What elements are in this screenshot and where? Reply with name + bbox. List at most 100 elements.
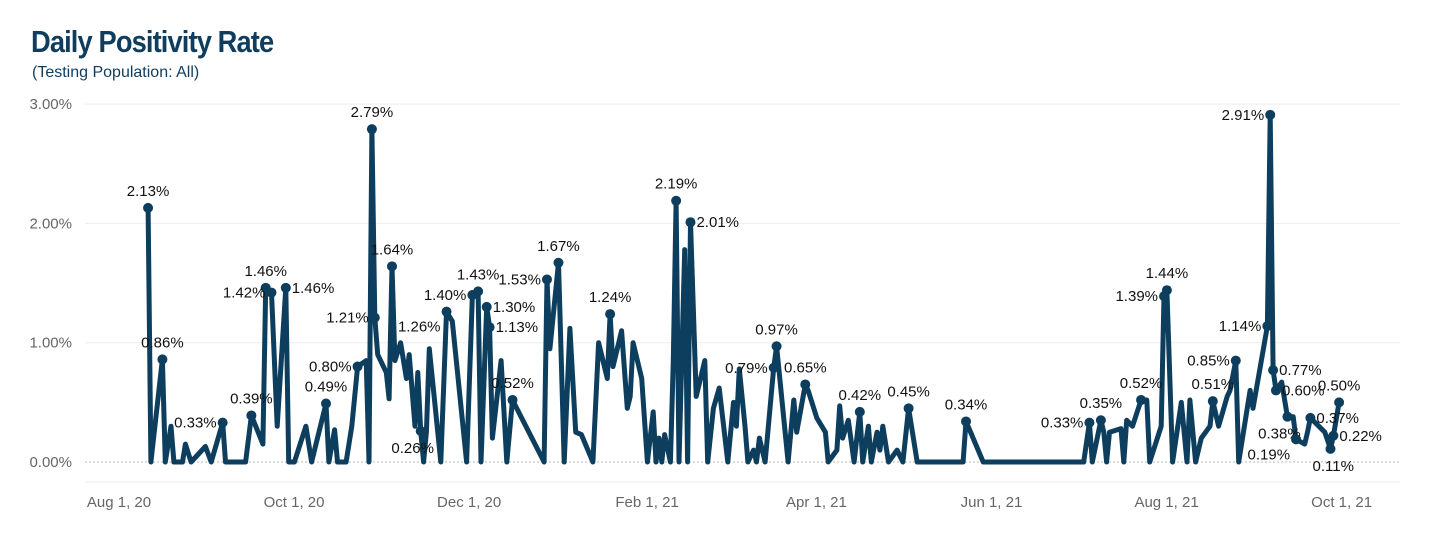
data-point [1328,430,1339,441]
data-label: 1.26% [398,319,441,336]
data-label: 1.67% [537,238,580,255]
data-point [961,416,971,427]
data-label: 0.86% [141,334,184,351]
data-label: 0.49% [305,379,348,396]
data-point [685,217,696,228]
x-tick-label: Oct 1, 21 [1311,494,1372,511]
data-label: 1.21% [326,310,369,327]
data-point [1230,355,1241,366]
data-label: 1.40% [424,287,467,304]
data-label: 0.97% [755,321,798,338]
data-label: 0.19% [1248,446,1291,463]
data-label: 0.50% [1318,377,1361,394]
data-point [1095,415,1106,426]
data-point [671,195,682,206]
data-label: 0.60% [1282,382,1325,399]
data-label: 0.34% [945,396,988,413]
x-tick-label: Apr 1, 21 [786,494,847,511]
y-tick-label: 0.00% [29,454,72,471]
data-point [903,403,914,414]
data-point [1161,285,1172,296]
data-point [157,354,168,365]
data-point [1334,397,1345,408]
data-point [507,394,518,405]
data-label: 0.85% [1187,353,1230,370]
data-label: 0.80% [309,359,352,376]
data-point [473,286,484,297]
data-point [800,379,811,390]
y-tick-label: 2.00% [29,215,72,232]
data-point [320,398,331,409]
x-tick-label: Feb 1, 21 [615,494,678,511]
x-tick-label: Aug 1, 21 [1134,494,1198,511]
data-point [1325,443,1336,454]
chart-title: Daily Positivity Rate [31,24,274,59]
data-point [1084,417,1095,428]
data-point [484,322,495,333]
data-label: 1.53% [498,271,541,288]
data-point [854,406,865,417]
data-label: 1.64% [371,241,414,258]
data-label: 1.13% [496,319,539,336]
data-point [266,287,277,298]
data-point [143,202,154,213]
data-point [1282,411,1293,422]
data-point [352,361,363,372]
data-label: 0.52% [491,375,534,392]
data-label: 0.45% [887,383,930,400]
data-point [1305,412,1316,423]
data-label: 0.33% [174,415,217,432]
data-label: 0.33% [1041,415,1084,432]
data-point [1207,396,1218,407]
data-point [387,261,397,272]
data-point [1262,320,1273,331]
chart-subtitle: (Testing Population: All) [32,64,200,81]
data-label: 0.35% [1080,395,1123,412]
data-label: 2.91% [1222,107,1265,124]
data-point [246,410,257,421]
x-tick-label: Oct 1, 20 [264,494,325,511]
x-tick-label: Dec 1, 20 [437,494,501,511]
data-point [1268,365,1279,376]
data-point [768,362,779,373]
data-point [369,312,380,323]
data-label: 2.13% [127,183,170,200]
data-point [1270,385,1281,396]
data-label: 2.19% [655,176,698,193]
data-point [441,306,452,317]
data-label: 0.26% [391,440,434,457]
data-point [280,282,291,293]
data-point [366,124,377,135]
data-label: 1.14% [1219,318,1262,335]
data-label: 0.52% [1120,375,1163,392]
data-point [605,309,616,320]
data-label: 0.77% [1279,362,1322,379]
data-label: 1.46% [292,280,335,297]
data-point [771,341,782,352]
data-point [415,425,426,436]
data-label: 0.39% [230,390,273,407]
data-label: 0.79% [725,360,768,377]
data-label: 0.22% [1339,428,1382,445]
data-point [1265,109,1276,120]
data-point [541,274,552,285]
data-label: 1.24% [589,289,632,306]
data-label: 0.11% [1312,458,1353,475]
data-label: 0.65% [784,359,827,376]
data-label: 1.44% [1146,265,1189,282]
data-label: 1.46% [244,263,287,280]
data-label: 1.39% [1115,288,1158,305]
data-point [481,301,492,312]
data-point [553,257,564,268]
x-tick-label: Aug 1, 20 [87,494,151,511]
data-label: 0.51% [1192,376,1235,393]
data-point [1291,434,1302,445]
data-label: 1.30% [493,299,536,316]
data-label: 0.42% [839,387,882,404]
data-label: 1.43% [457,266,500,283]
y-tick-label: 3.00% [29,96,72,113]
data-point [217,417,228,428]
data-label: 0.37% [1316,410,1359,427]
x-tick-label: Jun 1, 21 [961,494,1023,511]
